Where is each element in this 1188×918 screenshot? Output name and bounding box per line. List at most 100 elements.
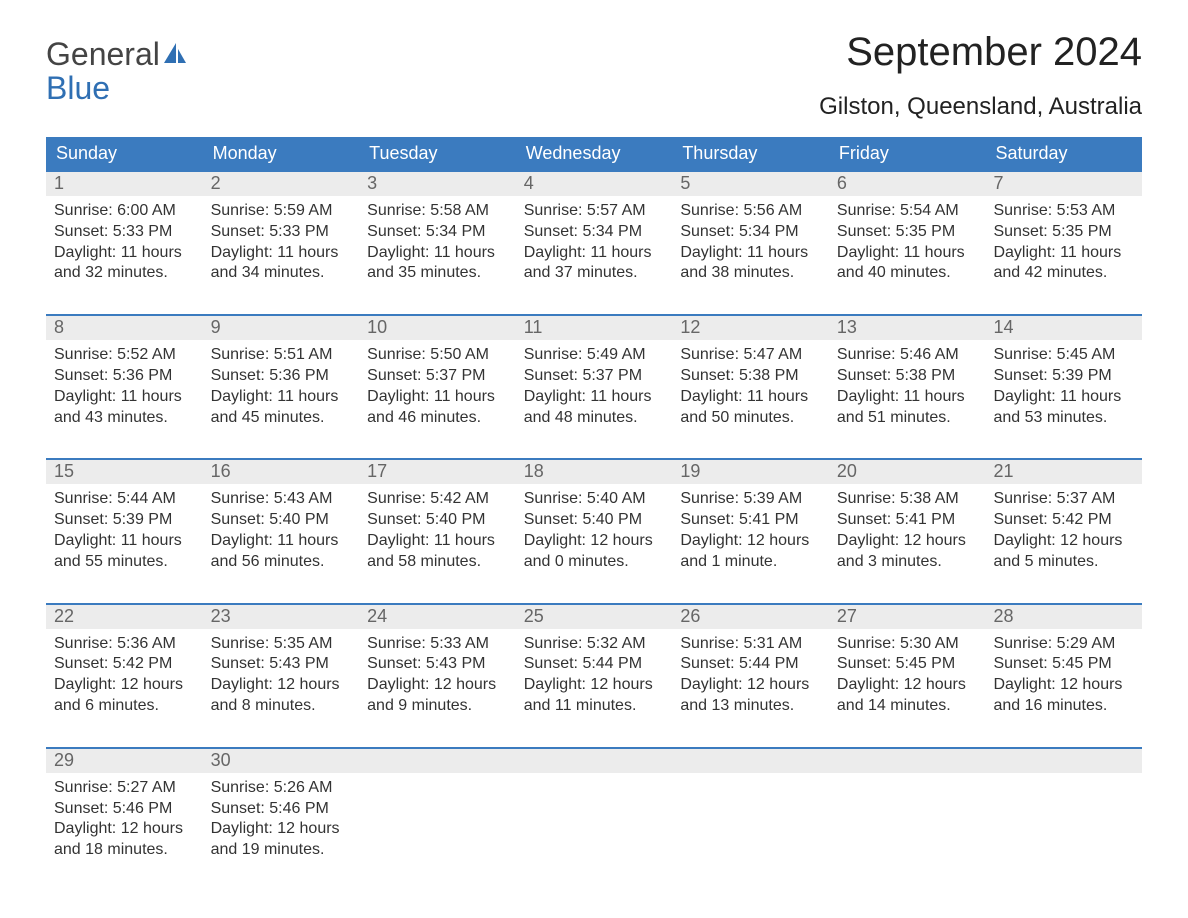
- day-cell: Sunrise: 5:50 AMSunset: 5:37 PMDaylight:…: [359, 340, 516, 428]
- day-cell: Sunrise: 5:26 AMSunset: 5:46 PMDaylight:…: [203, 773, 360, 861]
- day-cell: Sunrise: 5:43 AMSunset: 5:40 PMDaylight:…: [203, 484, 360, 572]
- weekday-header: Tuesday: [359, 137, 516, 170]
- day-number: [829, 749, 986, 773]
- sunrise-line: Sunrise: 5:26 AM: [211, 778, 352, 799]
- day-number: 23: [203, 605, 360, 629]
- daylight-line: Daylight: 12 hours and 14 minutes.: [837, 675, 978, 717]
- sunrise-line: Sunrise: 5:57 AM: [524, 201, 665, 222]
- sunrise-line: Sunrise: 5:43 AM: [211, 489, 352, 510]
- daylight-line: Daylight: 12 hours and 3 minutes.: [837, 531, 978, 573]
- daylight-line: Daylight: 12 hours and 11 minutes.: [524, 675, 665, 717]
- sunset-line: Sunset: 5:37 PM: [524, 366, 665, 387]
- sunset-line: Sunset: 5:44 PM: [524, 654, 665, 675]
- daylight-line: Daylight: 11 hours and 38 minutes.: [680, 243, 821, 285]
- calendar: Sunday Monday Tuesday Wednesday Thursday…: [46, 137, 1142, 861]
- day-cell: Sunrise: 5:30 AMSunset: 5:45 PMDaylight:…: [829, 629, 986, 717]
- sunset-line: Sunset: 5:40 PM: [367, 510, 508, 531]
- day-cell: Sunrise: 5:59 AMSunset: 5:33 PMDaylight:…: [203, 196, 360, 284]
- sunrise-line: Sunrise: 5:29 AM: [993, 634, 1134, 655]
- day-cell: Sunrise: 5:53 AMSunset: 5:35 PMDaylight:…: [985, 196, 1142, 284]
- day-cell: Sunrise: 5:27 AMSunset: 5:46 PMDaylight:…: [46, 773, 203, 861]
- daylight-line: Daylight: 11 hours and 50 minutes.: [680, 387, 821, 429]
- day-number: 20: [829, 460, 986, 484]
- daylight-line: Daylight: 12 hours and 13 minutes.: [680, 675, 821, 717]
- sunset-line: Sunset: 5:33 PM: [54, 222, 195, 243]
- daylight-line: Daylight: 11 hours and 51 minutes.: [837, 387, 978, 429]
- sunset-line: Sunset: 5:42 PM: [54, 654, 195, 675]
- day-cell: Sunrise: 5:58 AMSunset: 5:34 PMDaylight:…: [359, 196, 516, 284]
- day-cell: Sunrise: 5:57 AMSunset: 5:34 PMDaylight:…: [516, 196, 673, 284]
- day-number: 17: [359, 460, 516, 484]
- sunrise-line: Sunrise: 5:56 AM: [680, 201, 821, 222]
- daylight-line: Daylight: 12 hours and 19 minutes.: [211, 819, 352, 861]
- sunrise-line: Sunrise: 5:31 AM: [680, 634, 821, 655]
- details-row: Sunrise: 5:52 AMSunset: 5:36 PMDaylight:…: [46, 340, 1142, 428]
- day-number: 16: [203, 460, 360, 484]
- day-number: 26: [672, 605, 829, 629]
- sunrise-line: Sunrise: 5:45 AM: [993, 345, 1134, 366]
- details-row: Sunrise: 5:36 AMSunset: 5:42 PMDaylight:…: [46, 629, 1142, 717]
- logo-text: General Blue: [46, 38, 188, 105]
- sunset-line: Sunset: 5:35 PM: [837, 222, 978, 243]
- day-cell: Sunrise: 6:00 AMSunset: 5:33 PMDaylight:…: [46, 196, 203, 284]
- day-number: 3: [359, 172, 516, 196]
- daynum-strip: 891011121314: [46, 314, 1142, 340]
- weekday-header-row: Sunday Monday Tuesday Wednesday Thursday…: [46, 137, 1142, 170]
- sunrise-line: Sunrise: 5:37 AM: [993, 489, 1134, 510]
- day-number: 2: [203, 172, 360, 196]
- day-cell: Sunrise: 5:44 AMSunset: 5:39 PMDaylight:…: [46, 484, 203, 572]
- details-row: Sunrise: 6:00 AMSunset: 5:33 PM Daylight:…: [46, 196, 1142, 284]
- sunrise-line: Sunrise: 6:00 AM: [54, 201, 195, 222]
- sunset-line: Sunset: 5:42 PM: [993, 510, 1134, 531]
- day-number: [985, 749, 1142, 773]
- day-cell: Sunrise: 5:35 AMSunset: 5:43 PMDaylight:…: [203, 629, 360, 717]
- weeks-container: 1234567Sunrise: 6:00 AMSunset: 5:33 PMDa…: [46, 170, 1142, 861]
- daynum-strip: 2930: [46, 747, 1142, 773]
- day-cell: Sunrise: 5:29 AMSunset: 5:45 PMDaylight:…: [985, 629, 1142, 717]
- sunrise-line: Sunrise: 5:49 AM: [524, 345, 665, 366]
- daylight-line: Daylight: 11 hours and 55 minutes.: [54, 531, 195, 573]
- day-number: 21: [985, 460, 1142, 484]
- day-number: [672, 749, 829, 773]
- month-title: September 2024: [819, 30, 1142, 75]
- sunrise-line: Sunrise: 5:50 AM: [367, 345, 508, 366]
- sunset-line: Sunset: 5:41 PM: [837, 510, 978, 531]
- sunrise-line: Sunrise: 5:59 AM: [211, 201, 352, 222]
- weekday-header: Friday: [829, 137, 986, 170]
- day-cell: Sunrise: 5:56 AMSunset: 5:34 PMDaylight:…: [672, 196, 829, 284]
- daylight-line: Daylight: 11 hours and 35 minutes.: [367, 243, 508, 285]
- daylight-line: Daylight: 12 hours and 8 minutes.: [211, 675, 352, 717]
- day-number: 22: [46, 605, 203, 629]
- day-number: 29: [46, 749, 203, 773]
- sunrise-line: Sunrise: 5:40 AM: [524, 489, 665, 510]
- day-cell: Sunrise: 5:49 AMSunset: 5:37 PMDaylight:…: [516, 340, 673, 428]
- day-cell: Sunrise: 5:54 AMSunset: 5:35 PMDaylight:…: [829, 196, 986, 284]
- sunrise-line: Sunrise: 5:39 AM: [680, 489, 821, 510]
- sunset-line: Sunset: 5:35 PM: [993, 222, 1134, 243]
- sunrise-line: Sunrise: 5:27 AM: [54, 778, 195, 799]
- day-number: 27: [829, 605, 986, 629]
- week-row: 2930Sunrise: 5:27 AMSunset: 5:46 PMDayli…: [46, 747, 1142, 861]
- daylight-line: Daylight: 12 hours and 9 minutes.: [367, 675, 508, 717]
- daynum-strip: 15161718192021: [46, 458, 1142, 484]
- day-cell: Sunrise: 5:40 AMSunset: 5:40 PMDaylight:…: [516, 484, 673, 572]
- daylight-line: Daylight: 11 hours and 53 minutes.: [993, 387, 1134, 429]
- day-cell: Sunrise: 5:39 AMSunset: 5:41 PMDaylight:…: [672, 484, 829, 572]
- day-number: [516, 749, 673, 773]
- day-cell: Sunrise: 5:52 AMSunset: 5:36 PMDaylight:…: [46, 340, 203, 428]
- day-number: 9: [203, 316, 360, 340]
- sunrise-line: Sunrise: 5:44 AM: [54, 489, 195, 510]
- day-cell: Sunrise: 5:51 AMSunset: 5:36 PMDaylight:…: [203, 340, 360, 428]
- sunset-line: Sunset: 5:38 PM: [680, 366, 821, 387]
- daylight-line: Daylight: 11 hours and 40 minutes.: [837, 243, 978, 285]
- day-number: 7: [985, 172, 1142, 196]
- day-cell: Sunrise: 5:38 AMSunset: 5:41 PMDaylight:…: [829, 484, 986, 572]
- day-number: 14: [985, 316, 1142, 340]
- day-number: 5: [672, 172, 829, 196]
- day-number: 25: [516, 605, 673, 629]
- title-block: September 2024 Gilston, Queensland, Aust…: [819, 30, 1142, 131]
- logo-word-general: General: [46, 36, 160, 72]
- sunset-line: Sunset: 5:34 PM: [367, 222, 508, 243]
- day-number: 28: [985, 605, 1142, 629]
- sail-icon: [162, 38, 188, 72]
